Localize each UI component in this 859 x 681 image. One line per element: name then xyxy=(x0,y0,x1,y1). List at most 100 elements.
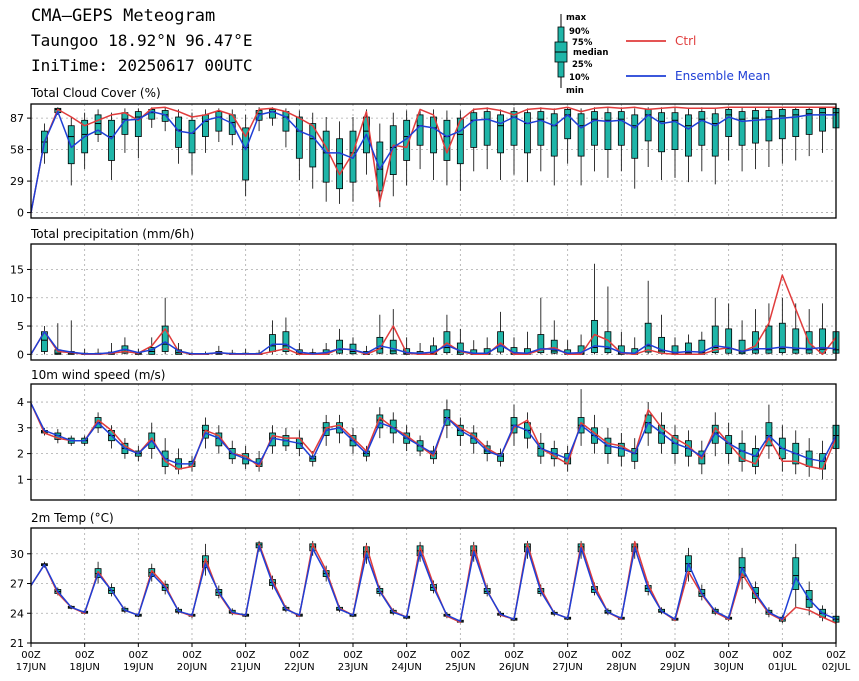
y-tick-label: 27 xyxy=(10,578,24,591)
ensemble-box xyxy=(269,320,276,355)
ensemble-box xyxy=(175,448,182,475)
ensemble-box xyxy=(215,108,223,142)
ensemble-box xyxy=(765,303,773,355)
box-iqr xyxy=(765,110,773,142)
ensemble-box xyxy=(604,286,612,355)
box-iqr xyxy=(443,331,451,354)
y-tick-label: 58 xyxy=(10,144,24,157)
box-iqr xyxy=(497,114,504,154)
box-iqr xyxy=(671,112,679,151)
ctrl-series-line xyxy=(30,402,837,470)
ensemble-box xyxy=(497,109,504,180)
x-tick-label-date: 01JUL xyxy=(768,662,797,673)
ensemble-box xyxy=(765,107,773,167)
y-tick-label: 0 xyxy=(17,348,24,361)
x-tick-label-time: 00Z xyxy=(451,650,471,661)
box-iqr xyxy=(443,119,451,161)
legend-box-label: 75% xyxy=(572,38,593,48)
ensemble-mean-series-line xyxy=(30,545,837,622)
ensemble-box xyxy=(778,297,786,355)
legend-box-label: 90% xyxy=(569,27,590,37)
y-tick-label: 4 xyxy=(17,396,24,409)
box-iqr xyxy=(765,325,773,354)
ensemble-box xyxy=(282,427,290,452)
y-tick-label: 24 xyxy=(10,607,24,620)
box-iqr xyxy=(497,331,504,353)
ensemble-box xyxy=(577,389,585,446)
ensemble-box xyxy=(349,117,357,202)
legend-box-label: min xyxy=(566,86,584,96)
ensemble-box xyxy=(738,107,746,172)
ensemble-box xyxy=(577,108,585,186)
box-iqr xyxy=(456,117,464,165)
init-time-label: IniTime: 20250617 00UTC xyxy=(31,56,253,75)
ensemble-box xyxy=(685,108,692,183)
x-tick-label-time: 00Z xyxy=(75,650,95,661)
x-tick-label-date: 18JUN xyxy=(69,662,99,673)
ensemble-box xyxy=(81,112,89,170)
box-iqr xyxy=(698,111,706,146)
x-tick-label-date: 02JUL xyxy=(822,662,851,673)
x-tick-label-time: 00Z xyxy=(236,650,256,661)
box-iqr xyxy=(805,109,813,135)
y-tick-label: 21 xyxy=(10,637,24,650)
legend: max 90%75%median 25% 10% min Ctrl Ensemble Mea… xyxy=(554,13,770,96)
x-axis: 00Z17JUN00Z18JUN00Z19JUN00Z20JUN00Z21JUN… xyxy=(16,643,851,673)
ensemble-box xyxy=(819,107,826,153)
box-iqr xyxy=(161,325,169,352)
panel-title: Total precipitation (mm/6h) xyxy=(30,227,194,241)
legend-box-label: 25% xyxy=(572,60,593,70)
box-iqr xyxy=(564,109,572,140)
box-iqr xyxy=(752,331,759,354)
ensemble-box xyxy=(134,108,142,159)
y-tick-label: 29 xyxy=(10,175,24,188)
ensemble-box xyxy=(765,404,773,459)
box-iqr xyxy=(510,111,518,146)
y-tick-label: 1 xyxy=(17,473,24,486)
ensemble-box xyxy=(349,337,357,355)
x-tick-label-time: 00Z xyxy=(665,650,685,661)
ctrl-series-line xyxy=(30,106,836,213)
panel-frame xyxy=(30,527,837,644)
panel-frame xyxy=(30,383,837,501)
box-iqr xyxy=(456,342,464,355)
box-iqr xyxy=(483,111,491,146)
legend-box-label: median xyxy=(573,48,608,58)
ensemble-box xyxy=(631,108,639,189)
box-iqr xyxy=(94,114,102,135)
ensemble-box xyxy=(67,117,75,186)
x-tick-label-date: 29JUN xyxy=(660,662,690,673)
box-iqr xyxy=(309,123,317,168)
ensemble-box xyxy=(456,110,464,191)
ensemble-mean-series-line xyxy=(30,330,837,355)
y-tick-label: 2 xyxy=(17,448,24,461)
ensemble-box xyxy=(792,303,800,355)
y-tick-label: 15 xyxy=(10,263,24,276)
box-iqr xyxy=(175,116,182,148)
x-tick-label-date: 23JUN xyxy=(338,662,368,673)
box-iqr xyxy=(269,109,276,119)
x-tick-label-time: 00Z xyxy=(182,650,202,661)
ensemble-box xyxy=(711,297,719,355)
location-label: Taungoo 18.92°N 96.47°E xyxy=(31,31,253,50)
ensemble-box xyxy=(524,331,531,355)
x-tick-label-time: 00Z xyxy=(290,650,310,661)
x-tick-label-date: 17JUN xyxy=(16,662,46,673)
panel-frame xyxy=(30,243,837,361)
box-iqr xyxy=(215,111,223,132)
box-iqr xyxy=(389,125,397,175)
box-iqr xyxy=(765,422,773,447)
ensemble-box xyxy=(591,263,598,355)
x-tick-label-time: 00Z xyxy=(612,650,632,661)
panel-frame xyxy=(30,103,837,219)
x-tick-label-date: 24JUN xyxy=(391,662,421,673)
ensemble-box xyxy=(94,109,102,142)
x-tick-label-date: 22JUN xyxy=(284,662,314,673)
box-iqr xyxy=(416,114,424,146)
box-iqr xyxy=(631,114,639,159)
x-tick-label-time: 00Z xyxy=(773,650,793,661)
legend-mean-label: Ensemble Mean xyxy=(675,69,770,83)
box-iqr xyxy=(725,328,733,354)
ensemble-box xyxy=(591,107,598,172)
ensemble-box xyxy=(41,326,48,355)
